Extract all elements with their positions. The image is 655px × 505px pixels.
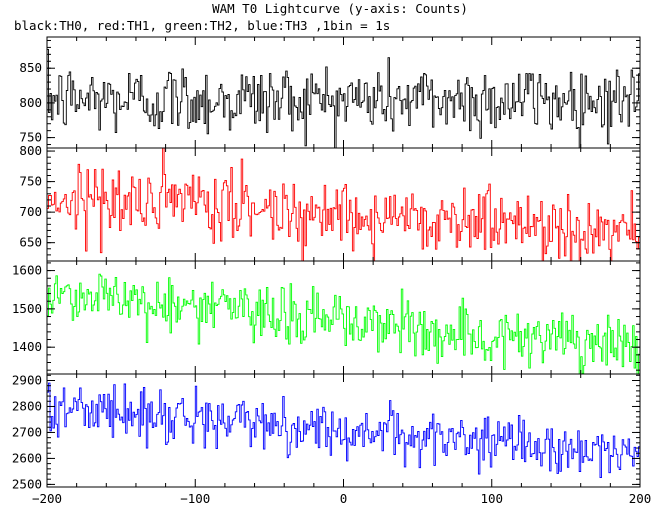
y-tick-label: 700	[19, 204, 42, 219]
series-line-th3	[47, 382, 640, 479]
y-tick-label: 1400	[12, 339, 42, 354]
plot-area: 7508008506507007508001400150016002500260…	[12, 36, 652, 505]
panel-frame	[46, 36, 641, 149]
y-tick-label: 750	[19, 174, 42, 189]
chart-title: WAM T0 Lightcurve (y-axis: Counts)	[212, 1, 468, 16]
x-tick-label: −200	[32, 491, 62, 505]
y-tick-label: 850	[19, 60, 42, 75]
y-tick-label: 650	[19, 235, 42, 250]
y-tick-label: 2700	[12, 424, 42, 439]
y-tick-label: 2800	[12, 398, 42, 413]
panel-th1: 650 700 750 800	[19, 143, 641, 262]
x-tick-label: 0	[340, 491, 348, 505]
x-tick-label: 100	[480, 491, 503, 505]
series-line-th2	[47, 273, 640, 374]
y-tick-label: 800	[19, 95, 42, 110]
y-tick-label: 1500	[12, 301, 42, 316]
y-tick-label: 2500	[12, 476, 42, 491]
chart-subtitle: black:TH0, red:TH1, green:TH2, blue:TH3 …	[14, 18, 390, 33]
panel-th3: 2500 2600 2700 2800 2900	[12, 372, 641, 491]
y-tick-label: 2900	[12, 372, 42, 387]
y-tick-label: 2600	[12, 450, 42, 465]
x-tick-label: 200	[629, 491, 652, 505]
panel-th0: 750 800 850	[19, 36, 641, 149]
y-tick-label: 800	[19, 143, 42, 158]
series-line-th1	[47, 148, 640, 261]
y-tick-label: 750	[19, 130, 42, 145]
x-tick-label: −100	[180, 491, 210, 505]
panel-th2: 1400 1500 1600	[12, 260, 641, 375]
series-line-th0	[47, 48, 640, 148]
y-tick-label: 1600	[12, 263, 42, 278]
